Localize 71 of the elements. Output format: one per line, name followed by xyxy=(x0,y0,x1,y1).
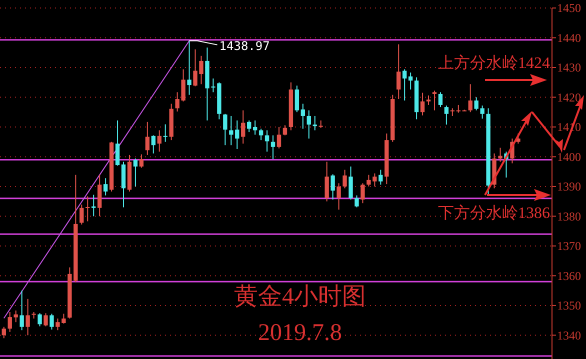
annotation: 上方分水岭1424 xyxy=(438,54,550,72)
candlestick xyxy=(157,130,162,152)
candlestick xyxy=(444,105,449,126)
candlestick xyxy=(50,313,54,330)
candlestick xyxy=(38,312,42,327)
candlestick xyxy=(115,120,120,166)
text: 黄金4小时图 xyxy=(234,284,366,310)
candlestick xyxy=(432,90,437,111)
candlestick xyxy=(241,110,246,144)
candlestick xyxy=(252,120,258,136)
candlestick xyxy=(378,169,383,186)
candlestick xyxy=(282,124,288,136)
y-tick-label: 1400 xyxy=(557,150,581,164)
candlestick xyxy=(450,108,455,116)
candlestick xyxy=(270,134,276,160)
annotation: 1438.97 xyxy=(219,38,270,53)
candlestick xyxy=(402,68,407,102)
candlestick xyxy=(306,110,311,140)
candlestick xyxy=(163,124,168,142)
candlestick xyxy=(294,85,300,113)
candlestick xyxy=(86,196,90,222)
candlestick xyxy=(324,161,329,202)
y-tick-label: 1450 xyxy=(557,1,581,16)
candlestick xyxy=(187,40,192,96)
candlestick xyxy=(300,103,306,130)
candlestick xyxy=(312,115,317,131)
candlestick xyxy=(264,130,270,152)
candlestick xyxy=(348,166,353,200)
candlestick xyxy=(468,84,472,113)
y-tick-label: 1380 xyxy=(557,209,581,224)
candlestick xyxy=(151,134,156,154)
candlestick xyxy=(438,92,443,108)
y-tick-label: 1430 xyxy=(557,60,581,75)
y-tick-label: 1390 xyxy=(557,180,581,194)
y-tick-label: 1440 xyxy=(557,30,581,45)
candlestick xyxy=(2,326,6,339)
candlestick xyxy=(258,128,264,141)
candlestick xyxy=(223,113,228,146)
candlestick xyxy=(342,169,347,189)
y-tick-label: 1370 xyxy=(557,239,581,254)
candlestick xyxy=(145,121,150,156)
y-tick-label: 1340 xyxy=(557,328,581,342)
y-tick-label: 1350 xyxy=(557,298,581,313)
candlestick xyxy=(235,120,240,150)
candlestick xyxy=(246,120,252,133)
candlestick xyxy=(26,298,30,336)
candlestick xyxy=(92,194,96,217)
candlestick xyxy=(354,194,359,208)
candlestick xyxy=(139,154,144,168)
candlestick xyxy=(360,182,365,204)
candlestick xyxy=(336,182,341,210)
candlestick xyxy=(276,126,282,149)
candlestick xyxy=(121,161,126,208)
candlestick xyxy=(14,310,18,323)
candlestick xyxy=(396,44,401,100)
annotation: 下方分水岭1386 xyxy=(438,204,550,222)
candlestick xyxy=(330,174,335,200)
candlestick xyxy=(97,174,102,217)
candlestick xyxy=(408,72,413,90)
text: 2019.7.8 xyxy=(258,320,342,346)
candlestick xyxy=(426,94,431,106)
candlestick xyxy=(20,290,24,331)
candlestick xyxy=(420,92,425,116)
candlestick xyxy=(133,158,138,187)
candlestick xyxy=(103,178,108,196)
candlestick xyxy=(8,312,12,332)
y-tick-label: 1420 xyxy=(557,90,581,104)
candlestick xyxy=(498,147,502,162)
y-tick-label: 1360 xyxy=(557,268,581,283)
candlestick xyxy=(80,204,84,226)
candlestick xyxy=(44,312,48,327)
